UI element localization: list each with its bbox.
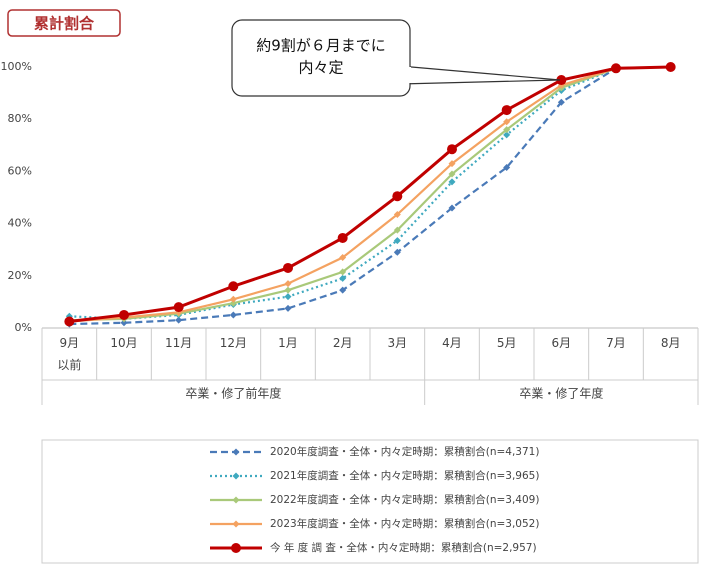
- point: [339, 268, 347, 276]
- callout-pointer: [399, 65, 561, 85]
- legend-label: 2023年度調査・全体・内々定時期：累積割合(n=3,052): [270, 517, 539, 530]
- x-tick-label: 6月: [551, 336, 572, 350]
- series-line: [69, 65, 671, 326]
- point: [228, 281, 239, 292]
- point: [503, 163, 511, 171]
- x-tick-label: 12月: [219, 336, 247, 350]
- legend-box: [41, 439, 699, 564]
- point: [229, 295, 237, 303]
- y-tick-label: 60%: [8, 164, 32, 177]
- point: [339, 286, 347, 294]
- point: [339, 254, 347, 262]
- x-group-label: 卒業・修了年度: [519, 386, 603, 401]
- point: [284, 280, 292, 288]
- point: [392, 191, 403, 202]
- point: [284, 304, 292, 312]
- point: [393, 210, 401, 218]
- legend-marker: [232, 496, 240, 504]
- point: [283, 262, 293, 273]
- point: [611, 63, 621, 74]
- title-box: [7, 9, 121, 37]
- x-tick-label: 1月: [278, 336, 298, 350]
- legend-label: 2020年度調査・全体・内々定時期：累積割合(n=4,371): [270, 445, 539, 458]
- point: [339, 274, 347, 282]
- x-tick-label: 10月: [110, 336, 138, 350]
- point: [501, 105, 512, 116]
- point: [175, 316, 183, 324]
- series-line: [69, 65, 671, 323]
- point: [393, 226, 401, 234]
- series-line: [69, 65, 671, 322]
- x-tick-label: 5月: [496, 336, 517, 350]
- legend-marker: [232, 520, 240, 528]
- point: [448, 170, 456, 178]
- x-tick-label: 7月: [606, 336, 626, 350]
- point: [393, 237, 401, 245]
- point: [229, 311, 237, 319]
- y-tick-label: 80%: [8, 112, 32, 125]
- x-tick-label: 3月: [387, 336, 408, 350]
- chart-title: 累計割合: [34, 15, 95, 33]
- callout-patch: [405, 67, 411, 83]
- series-line: [69, 65, 671, 323]
- point: [120, 319, 128, 327]
- x-tick-label: 2月: [332, 336, 353, 350]
- callout-text: 約9割が６月までに: [256, 37, 386, 55]
- point: [284, 293, 292, 301]
- x-tick-label: 4月: [442, 336, 462, 350]
- legend-label: 2022年度調査・全体・内々定時期：累積割合(n=3,409): [270, 493, 539, 506]
- y-tick-label: 0%: [15, 321, 32, 334]
- point: [448, 178, 456, 186]
- point: [284, 286, 292, 294]
- point: [448, 160, 456, 168]
- x-tick-label: 11月: [165, 336, 193, 350]
- callout-box: [231, 19, 411, 97]
- y-tick-label: 20%: [8, 269, 32, 282]
- point: [229, 299, 237, 307]
- y-tick-label: 100%: [1, 60, 32, 73]
- series-line: [69, 65, 671, 320]
- point: [64, 316, 75, 327]
- x-group-label: 卒業・修了前年度: [185, 386, 281, 401]
- point: [557, 98, 565, 106]
- point: [503, 118, 511, 126]
- point: [556, 75, 567, 86]
- legend-marker: [231, 543, 241, 553]
- y-tick-label: 40%: [8, 217, 32, 230]
- point: [448, 204, 456, 212]
- point: [393, 248, 401, 256]
- point: [503, 126, 511, 134]
- legend-label: 今 年 度 調 査・全体・内々定時期：累積割合(n=2,957): [270, 541, 537, 554]
- point: [337, 232, 348, 243]
- point: [503, 131, 511, 139]
- point: [119, 309, 129, 320]
- callout-text: 内々定: [298, 59, 343, 77]
- x-tick-label: 8月: [660, 336, 681, 350]
- legend-label: 2021年度調査・全体・内々定時期：累積割合(n=3,965): [270, 469, 539, 482]
- legend-marker: [232, 448, 240, 456]
- point: [447, 144, 457, 155]
- point: [665, 62, 676, 72]
- x-tick-label: 9月以前: [57, 336, 82, 372]
- legend-marker: [232, 472, 240, 480]
- point: [173, 302, 184, 313]
